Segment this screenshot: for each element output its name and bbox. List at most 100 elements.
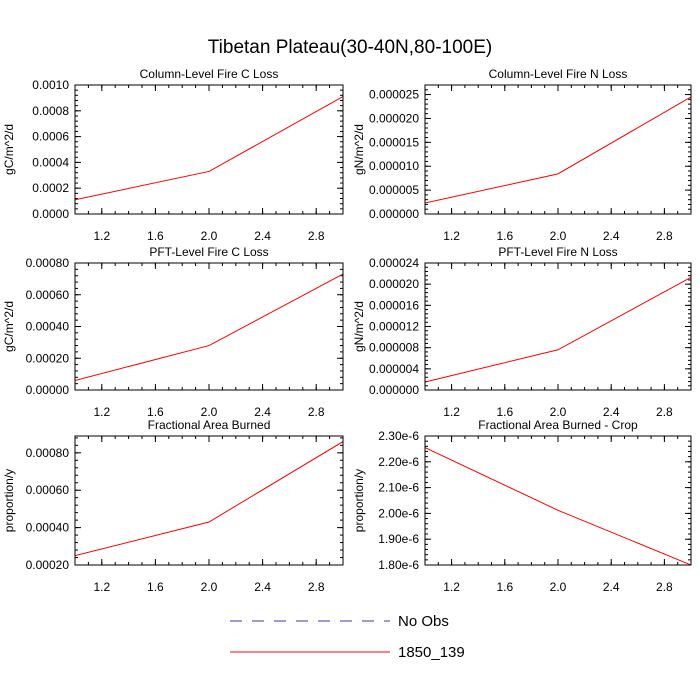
x-tick-label: 1.6 [496, 229, 513, 243]
y-tick-label: 0.0002 [32, 181, 69, 195]
plot-frame [424, 262, 692, 391]
x-tick-label: 2.0 [201, 405, 218, 419]
x-tick-label: 2.8 [308, 580, 325, 594]
x-tick-label: 2.4 [254, 229, 271, 243]
y-tick-label: 0.000008 [369, 341, 419, 355]
y-axis-label: gN/m^2/d [352, 124, 366, 175]
panel-6: Fractional Area Burned - Crop proportion/… [352, 418, 692, 594]
legend-label: 1850_139 [398, 644, 465, 661]
legend-item-2: 1850_139 [230, 644, 465, 661]
plot-frame [424, 435, 692, 566]
y-tick-label: 1.90e-6 [378, 532, 419, 546]
x-tick-label: 1.6 [496, 580, 513, 594]
panel-title: PFT-Level Fire N Loss [498, 245, 617, 259]
x-tick-label: 2.0 [201, 580, 218, 594]
x-tick-label: 2.8 [656, 229, 673, 243]
panel-title: PFT-Level Fire C Loss [149, 245, 268, 259]
series-line-1850-139 [425, 96, 691, 204]
y-tick-label: 0.000024 [369, 256, 419, 270]
y-axis-label: gC/m^2/d [2, 301, 16, 352]
series-line-1850-139 [425, 276, 691, 383]
y-axis-label: gC/m^2/d [2, 124, 16, 175]
x-tick-label: 2.4 [603, 229, 620, 243]
plot-frame [424, 84, 692, 215]
y-tick-label: 0.0000 [32, 207, 69, 221]
y-tick-label: 1.80e-6 [378, 558, 419, 572]
y-tick-label: 0.0004 [32, 155, 69, 169]
x-tick-label: 1.2 [93, 405, 110, 419]
legend-item-1: No Obs [230, 613, 449, 630]
panel-3: PFT-Level Fire C Loss gC/m^2/d 1.2 1.6 2.0 2.… [2, 245, 344, 419]
x-tick-label: 2.0 [550, 405, 567, 419]
panel-2: Column-Level Fire N Loss gN/m^2/d 1.2 1.6 2.… [352, 67, 692, 243]
x-tick-label: 1.2 [443, 405, 460, 419]
y-tick-label: 0.000020 [369, 111, 419, 125]
y-tick-label: 0.000000 [369, 383, 419, 397]
x-tick-label: 1.6 [147, 229, 164, 243]
y-axis-label: proportion/y [2, 469, 16, 532]
y-tick-label: 0.0010 [32, 78, 69, 92]
y-tick-label: 0.000000 [369, 207, 419, 221]
panel-title: Column-Level Fire N Loss [489, 67, 628, 81]
y-tick-label: 0.00040 [26, 320, 70, 334]
x-tick-label: 2.0 [550, 229, 567, 243]
y-tick-label: 2.00e-6 [378, 506, 419, 520]
y-tick-label: 0.000025 [369, 88, 419, 102]
x-tick-label: 1.2 [93, 580, 110, 594]
y-tick-label: 0.00080 [26, 446, 70, 460]
y-tick-label: 0.00080 [26, 256, 70, 270]
y-tick-label: 0.000005 [369, 183, 419, 197]
panel-title: Fractional Area Burned [148, 418, 271, 432]
x-tick-label: 2.4 [254, 580, 271, 594]
series-line-1850-139 [75, 273, 343, 381]
x-tick-label: 2.4 [603, 580, 620, 594]
panel-1: Column-Level Fire C Loss gC/m^2/d 1.2 1.6 2.… [2, 67, 344, 243]
y-tick-label: 0.0008 [32, 104, 69, 118]
series-line-1850-139 [75, 96, 343, 201]
legend-label: No Obs [398, 613, 449, 630]
x-tick-label: 1.2 [443, 229, 460, 243]
y-tick-label: 2.10e-6 [378, 481, 419, 495]
y-axis-label: proportion/y [352, 469, 366, 532]
x-tick-label: 2.0 [550, 580, 567, 594]
panel-title: Column-Level Fire C Loss [140, 67, 279, 81]
plot-frame [74, 84, 344, 215]
panels: Column-Level Fire C Loss gC/m^2/d 1.2 1.6 2.… [2, 67, 692, 594]
x-tick-label: 2.8 [308, 405, 325, 419]
x-tick-label: 1.2 [93, 229, 110, 243]
y-tick-label: 2.30e-6 [378, 429, 419, 443]
y-tick-label: 0.000012 [369, 320, 419, 334]
x-tick-label: 2.0 [201, 229, 218, 243]
x-tick-label: 2.4 [254, 405, 271, 419]
panel-5: Fractional Area Burned proportion/y 1.2 1.6… [2, 418, 344, 594]
y-tick-label: 0.000015 [369, 135, 419, 149]
x-tick-label: 1.6 [496, 405, 513, 419]
y-tick-label: 0.000016 [369, 298, 419, 312]
y-tick-label: 0.00020 [26, 558, 70, 572]
y-axis-label: gN/m^2/d [352, 301, 366, 352]
y-tick-label: 0.00060 [26, 483, 70, 497]
x-tick-label: 1.6 [147, 405, 164, 419]
plot-frame [74, 262, 344, 391]
y-tick-label: 2.20e-6 [378, 455, 419, 469]
x-tick-label: 1.6 [147, 580, 164, 594]
series-line-1850-139 [425, 447, 691, 565]
y-tick-label: 0.00000 [26, 383, 70, 397]
y-tick-label: 0.000004 [369, 362, 419, 376]
y-tick-label: 0.00020 [26, 351, 70, 365]
x-tick-label: 2.8 [656, 405, 673, 419]
panel-title: Fractional Area Burned - Crop [478, 418, 638, 432]
y-tick-label: 0.000020 [369, 277, 419, 291]
figure-title: Tibetan Plateau(30-40N,80-100E) [208, 37, 492, 58]
panel-4: PFT-Level Fire N Loss gN/m^2/d 1.2 1.6 2.0 2.… [352, 245, 692, 419]
x-tick-label: 1.2 [443, 580, 460, 594]
x-tick-label: 2.8 [308, 229, 325, 243]
y-tick-label: 0.00040 [26, 521, 70, 535]
series-line-1850-139 [75, 441, 343, 557]
legend: No Obs 1850_139 [230, 613, 465, 661]
y-tick-label: 0.0006 [32, 130, 69, 144]
y-tick-label: 0.000010 [369, 159, 419, 173]
y-tick-label: 0.00060 [26, 288, 70, 302]
x-tick-label: 2.8 [656, 580, 673, 594]
